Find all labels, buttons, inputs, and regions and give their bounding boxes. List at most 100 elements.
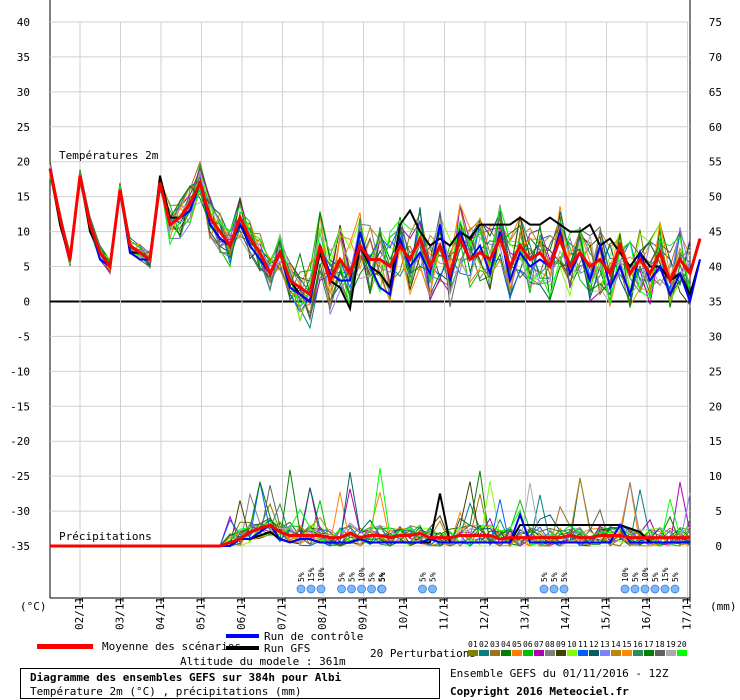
right-tick-label: 40 [709, 261, 722, 274]
x-tick-label: 07/11 [276, 597, 289, 630]
perturbation-color-swatch [655, 650, 665, 656]
perturbation-number: 19 [666, 640, 676, 649]
right-tick-label: 70 [709, 51, 722, 64]
perturbation-number: 08 [545, 640, 555, 649]
perturbation-color-swatch [677, 650, 687, 656]
perturbation-color-swatch [512, 650, 522, 656]
snow-percent-label: 5% [378, 572, 387, 582]
perturbation-temp-line [49, 169, 691, 306]
perturbation-number: 16 [633, 640, 643, 649]
left-tick-label: 35 [17, 51, 30, 64]
perturbation-number: 05 [512, 640, 522, 649]
perturbation-color-swatch [644, 650, 654, 656]
series-precip-line [50, 523, 690, 548]
mean-legend-label: Moyenne des scénarios [102, 640, 242, 653]
x-tick-label: 09/11 [357, 597, 370, 630]
right-tick-label: 45 [709, 226, 722, 239]
right-tick-label: 50 [709, 191, 722, 204]
perturbation-number: 06 [523, 640, 533, 649]
left-tick-label: 0 [23, 295, 30, 308]
perturbation-color-swatch [567, 650, 577, 656]
right-tick-label: 30 [709, 330, 722, 343]
right-tick-label: 0 [715, 540, 722, 553]
gfs-legend-label: Run GFS [264, 642, 311, 655]
left-tick-label: 10 [17, 226, 30, 239]
left-tick-label: 25 [17, 121, 30, 134]
snow-percent-label: 5% [419, 572, 428, 582]
x-tick-label: 12/11 [478, 597, 491, 630]
snow-percent-label: 5% [338, 572, 347, 582]
footer-title-box: Diagramme des ensembles GEFS sur 384h po… [20, 668, 440, 699]
x-tick-label: 10/11 [397, 597, 410, 630]
right-tick-label: 25 [709, 365, 722, 378]
perturbation-number: 09 [556, 640, 566, 649]
x-axis-ticks: 02/11 03/11 04/11 05/11 06/11 07/11 08/11 09/11… [73, 597, 694, 630]
control-legend-swatch [226, 634, 259, 638]
perturbation-color-swatch [479, 650, 489, 656]
snow-percent-label: 15% [307, 567, 316, 582]
x-tick-label: 14/11 [559, 597, 572, 630]
x-tick-label: 03/11 [114, 597, 127, 630]
snowflake-icon [347, 584, 356, 594]
right-tick-label: 5 [715, 505, 722, 518]
snowflake-icon [296, 584, 306, 594]
left-tick-label: 15 [17, 191, 30, 204]
snowflake-icon [549, 584, 559, 594]
left-tick-label: -30 [10, 505, 30, 518]
perturbation-color-swatch [589, 650, 599, 656]
perturbation-color-swatch [523, 650, 533, 656]
perturbation-temp-line [49, 168, 691, 320]
perturbation-color-swatch [501, 650, 511, 656]
perturbation-number: 01 [468, 640, 478, 649]
snowflake-icon [620, 584, 630, 594]
altitude-label: Altitude du modele : 361m [180, 655, 346, 668]
snowflake-icon [306, 584, 316, 594]
snow-percent-label: 5% [348, 572, 357, 582]
snowflake-icon [357, 584, 366, 594]
snow-percent-label: 5% [550, 572, 559, 582]
gfs-legend-swatch [226, 646, 259, 650]
series-lines [48, 168, 702, 548]
perturbation-number: 07 [534, 640, 544, 649]
left-tick-label: -15 [10, 400, 30, 413]
perturbation-number: 02 [479, 640, 489, 649]
left-tick-label: -20 [10, 435, 30, 448]
right-tick-label: 20 [709, 400, 722, 413]
chart-frame [49, 0, 691, 599]
right-axis-unit: (mm) [710, 600, 737, 613]
footer-title: Diagramme des ensembles GEFS sur 384h po… [30, 671, 342, 684]
right-tick-label: 75 [709, 16, 722, 29]
perturbation-color-swatch [611, 650, 621, 656]
right-tick-label: 35 [709, 295, 722, 308]
perturbation-number: 15 [622, 640, 632, 649]
perturbation-color-swatch [534, 650, 544, 656]
precipitation-section-label: Précipitations [59, 530, 152, 543]
left-tick-label: 30 [17, 86, 30, 99]
x-tick-label: 17/11 [681, 597, 694, 630]
perturbations-label: 20 Perturbations [370, 647, 476, 660]
perturbation-color-swatch [622, 650, 632, 656]
perturbation-number: 04 [501, 640, 511, 649]
left-tick-label: -25 [10, 470, 30, 483]
snow-percent-label: 10% [358, 567, 367, 582]
left-tick-label: 40 [17, 16, 30, 29]
temperature-section-label: Températures 2m [59, 149, 159, 162]
chart-grid [50, 21, 690, 598]
right-tick-label: 65 [709, 86, 722, 99]
right-tick-label: 10 [709, 470, 722, 483]
snowflake-icon [367, 584, 376, 594]
snowflake-icon [539, 584, 549, 594]
left-tick-label: 20 [17, 156, 30, 169]
perturbation-color-swatch [490, 650, 500, 656]
snowflake-icon [670, 584, 680, 594]
snow-percent-label: 15% [661, 567, 670, 582]
series-temp-line [48, 168, 702, 298]
x-tick-label: 05/11 [195, 597, 208, 630]
snowflake-icon [316, 584, 326, 594]
perturbation-color-swatch [600, 650, 610, 656]
perturbation-number: 20 [677, 640, 687, 649]
left-tick-label: -35 [10, 540, 30, 553]
x-tick-label: 08/11 [316, 597, 329, 630]
mean-legend-swatch [37, 644, 93, 649]
